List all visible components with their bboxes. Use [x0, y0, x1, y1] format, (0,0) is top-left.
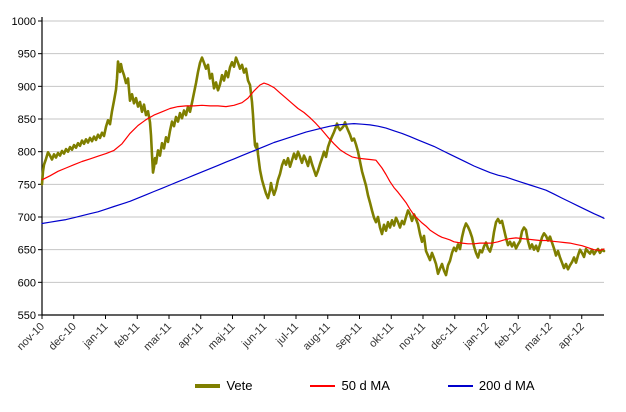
legend-label-200d-ma: 200 d MA	[478, 378, 535, 393]
x-axis-label-feb-11: feb-11	[112, 321, 142, 351]
y-axis-label-550: 550	[18, 310, 36, 322]
y-axis-label-950: 950	[18, 49, 36, 61]
x-axis-label-jun-11: jun-11	[239, 321, 269, 351]
x-axis-label-maj-11: maj-11	[206, 321, 238, 353]
x-axis-label-feb-12: feb-12	[493, 321, 524, 352]
x-axis-label-jul-11: jul-11	[273, 321, 301, 349]
y-axis-label-800: 800	[18, 147, 36, 159]
y-axis-label-900: 900	[18, 81, 36, 93]
x-axis-label-dec-10: dec-10	[47, 321, 79, 353]
200d-ma-line-swatch-icon	[447, 384, 473, 387]
legend-label-vete: Vete	[226, 378, 253, 393]
50d-ma-line-swatch-icon	[310, 384, 336, 387]
x-axis-label-mar-12: mar-12	[522, 321, 555, 354]
x-axis-label-nov-11: nov-11	[396, 321, 428, 353]
legend-item-vete: Vete	[195, 379, 252, 392]
x-axis-label-nov-10: nov-10	[15, 321, 47, 353]
series-line-200-d-ma	[41, 122, 605, 225]
x-axis-label-mar-11: mar-11	[142, 321, 175, 354]
x-axis-label-okt-11: okt-11	[367, 321, 397, 351]
y-axis-label-650: 650	[18, 245, 36, 257]
y-axis-label-750: 750	[18, 179, 36, 191]
x-axis-label-apr-11: apr-11	[175, 321, 205, 351]
y-axis-label-600: 600	[18, 277, 36, 289]
chart-legend: Vete 50 d MA 200 d MA	[0, 379, 626, 392]
x-axis-label-jan-11: jan-11	[80, 321, 110, 351]
series-line-vete	[40, 56, 606, 277]
legend-item-200d-ma: 200 d MA	[447, 378, 535, 393]
x-axis-label-aug-11: aug-11	[301, 321, 333, 353]
y-axis-label-700: 700	[18, 212, 36, 224]
legend-item-50d-ma: 50 d MA	[310, 378, 390, 393]
x-axis-label-dec-11: dec-11	[428, 321, 460, 353]
x-axis-label-jan-12: jan-12	[461, 321, 492, 352]
x-axis-label-apr-12: apr-12	[556, 321, 587, 352]
y-axis-label-850: 850	[18, 114, 36, 126]
x-axis-label-sep-11: sep-11	[333, 321, 365, 353]
vete-line-swatch-icon	[195, 383, 221, 388]
legend-label-50d-ma: 50 d MA	[341, 378, 390, 393]
series-line-50-d-ma	[41, 82, 605, 251]
y-axis-label-1000: 1000	[12, 16, 36, 28]
